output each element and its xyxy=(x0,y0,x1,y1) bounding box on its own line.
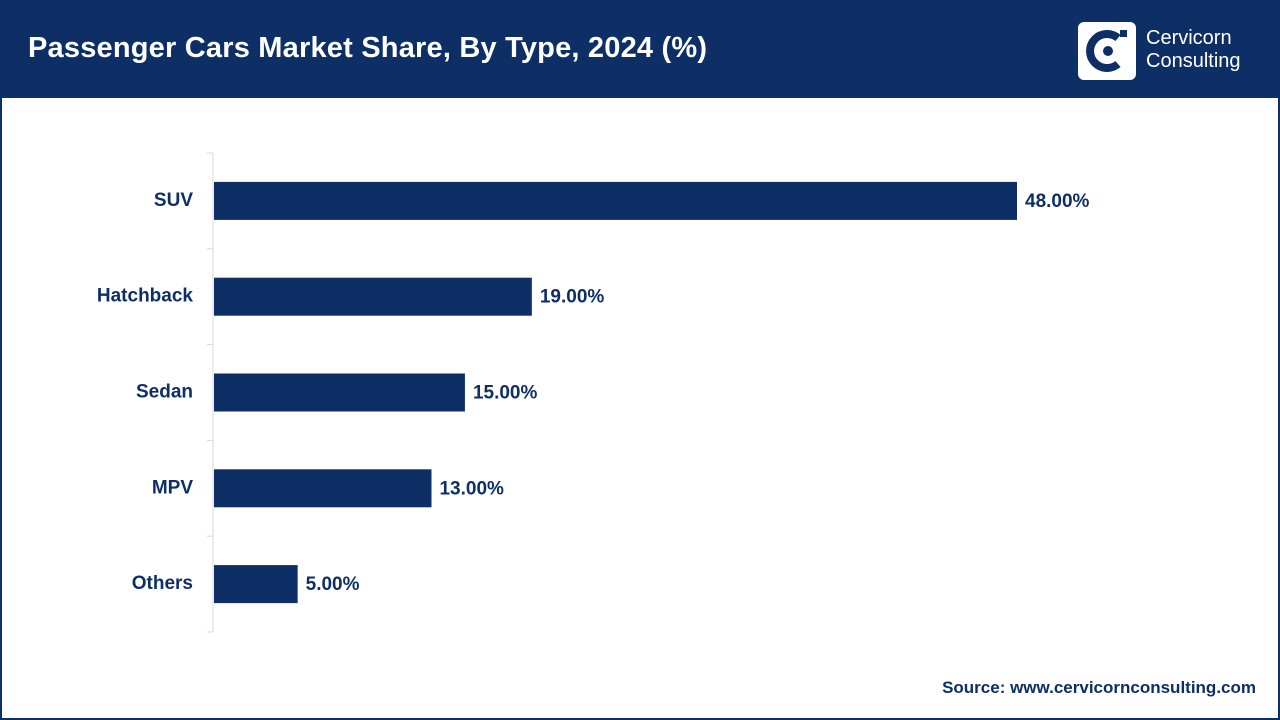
logo-line-2: Consulting xyxy=(1146,50,1241,72)
bar-sedan xyxy=(214,373,465,412)
data-label: 48.00% xyxy=(1025,191,1090,212)
category-label: Others xyxy=(132,573,193,594)
data-label: 13.00% xyxy=(439,478,504,499)
category-label: SUV xyxy=(154,190,193,211)
source-note: Source: www.cervicornconsulting.com xyxy=(942,678,1256,697)
page-title: Passenger Cars Market Share, By Type, 20… xyxy=(28,32,708,64)
logo-text: Cervicorn Consulting xyxy=(1146,27,1241,73)
header-bar: Passenger Cars Market Share, By Type, 20… xyxy=(2,2,1278,98)
bar-mpv xyxy=(214,469,432,508)
data-label: 19.00% xyxy=(540,287,605,308)
bar-chart: SUV 48.00% Hatchback 19.00% Sedan 15.00% MPV 13… xyxy=(97,152,1090,633)
bar-others xyxy=(214,565,298,604)
category-label: Hatchback xyxy=(97,286,194,307)
bar-hatchback xyxy=(214,277,532,316)
category-label: MPV xyxy=(152,477,194,498)
logo-line-1: Cervicorn xyxy=(1146,27,1232,49)
data-label: 15.00% xyxy=(473,383,538,404)
logo-mark-icon xyxy=(1078,22,1136,80)
category-label: Sedan xyxy=(136,382,193,403)
data-label: 5.00% xyxy=(306,574,360,595)
bar-suv xyxy=(214,181,1017,220)
company-logo: Cervicorn Consulting xyxy=(1078,22,1268,80)
